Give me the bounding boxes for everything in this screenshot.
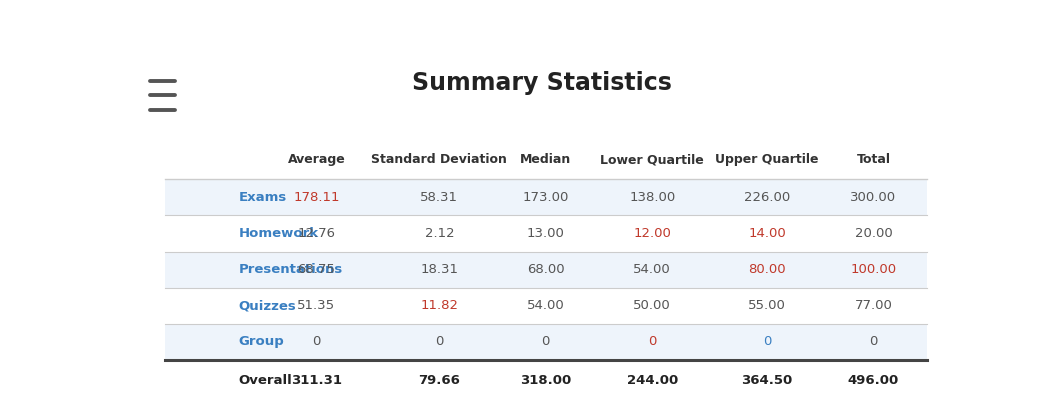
Text: 77.00: 77.00 xyxy=(854,299,892,312)
Text: 100.00: 100.00 xyxy=(851,263,896,276)
Text: 244.00: 244.00 xyxy=(627,375,678,388)
Text: 50.00: 50.00 xyxy=(633,299,671,312)
Text: Summary Statistics: Summary Statistics xyxy=(412,71,671,95)
Text: 14.00: 14.00 xyxy=(748,227,785,240)
Text: 300.00: 300.00 xyxy=(851,191,896,204)
Text: 12.00: 12.00 xyxy=(633,227,671,240)
Text: 20.00: 20.00 xyxy=(855,227,892,240)
Bar xyxy=(165,215,927,251)
Text: 80.00: 80.00 xyxy=(748,263,785,276)
Text: 18.31: 18.31 xyxy=(421,263,459,276)
Text: 0: 0 xyxy=(869,336,877,349)
Text: 173.00: 173.00 xyxy=(522,191,569,204)
Text: 178.11: 178.11 xyxy=(293,191,339,204)
Text: 12.76: 12.76 xyxy=(297,227,335,240)
Text: 0: 0 xyxy=(541,336,550,349)
Text: Overall: Overall xyxy=(239,375,293,388)
Text: 226.00: 226.00 xyxy=(744,191,791,204)
Text: 55.00: 55.00 xyxy=(748,299,786,312)
Text: 0: 0 xyxy=(435,336,444,349)
Text: 51.35: 51.35 xyxy=(297,299,335,312)
Text: 138.00: 138.00 xyxy=(629,191,675,204)
Text: 11.82: 11.82 xyxy=(421,299,459,312)
Text: 79.66: 79.66 xyxy=(419,375,460,388)
Text: Lower Quartile: Lower Quartile xyxy=(600,153,704,166)
Bar xyxy=(165,179,927,215)
Bar xyxy=(165,324,927,360)
Bar xyxy=(165,251,927,288)
Text: Download Table as CSV: Download Table as CSV xyxy=(883,57,1021,70)
Text: Quizzes: Quizzes xyxy=(239,299,296,312)
Bar xyxy=(165,288,927,324)
Text: Group: Group xyxy=(239,336,284,349)
Text: 311.31: 311.31 xyxy=(291,375,341,388)
Text: 2.12: 2.12 xyxy=(425,227,455,240)
Text: 496.00: 496.00 xyxy=(848,375,900,388)
Text: Standard Deviation: Standard Deviation xyxy=(371,153,507,166)
Text: 54.00: 54.00 xyxy=(527,299,564,312)
Text: 54.00: 54.00 xyxy=(633,263,671,276)
Text: Median: Median xyxy=(520,153,572,166)
Text: 0: 0 xyxy=(648,336,656,349)
Text: Average: Average xyxy=(288,153,346,166)
Text: 68.75: 68.75 xyxy=(297,263,335,276)
Text: Presentations: Presentations xyxy=(239,263,342,276)
Text: 318.00: 318.00 xyxy=(520,375,572,388)
Text: Upper Quartile: Upper Quartile xyxy=(716,153,819,166)
Text: Exams: Exams xyxy=(239,191,286,204)
Text: 0: 0 xyxy=(763,336,772,349)
Text: Total: Total xyxy=(856,153,890,166)
Text: 68.00: 68.00 xyxy=(527,263,564,276)
Text: Homework: Homework xyxy=(239,227,319,240)
Text: 364.50: 364.50 xyxy=(741,375,793,388)
Text: 58.31: 58.31 xyxy=(421,191,459,204)
Text: 13.00: 13.00 xyxy=(526,227,564,240)
Text: 0: 0 xyxy=(312,336,320,349)
